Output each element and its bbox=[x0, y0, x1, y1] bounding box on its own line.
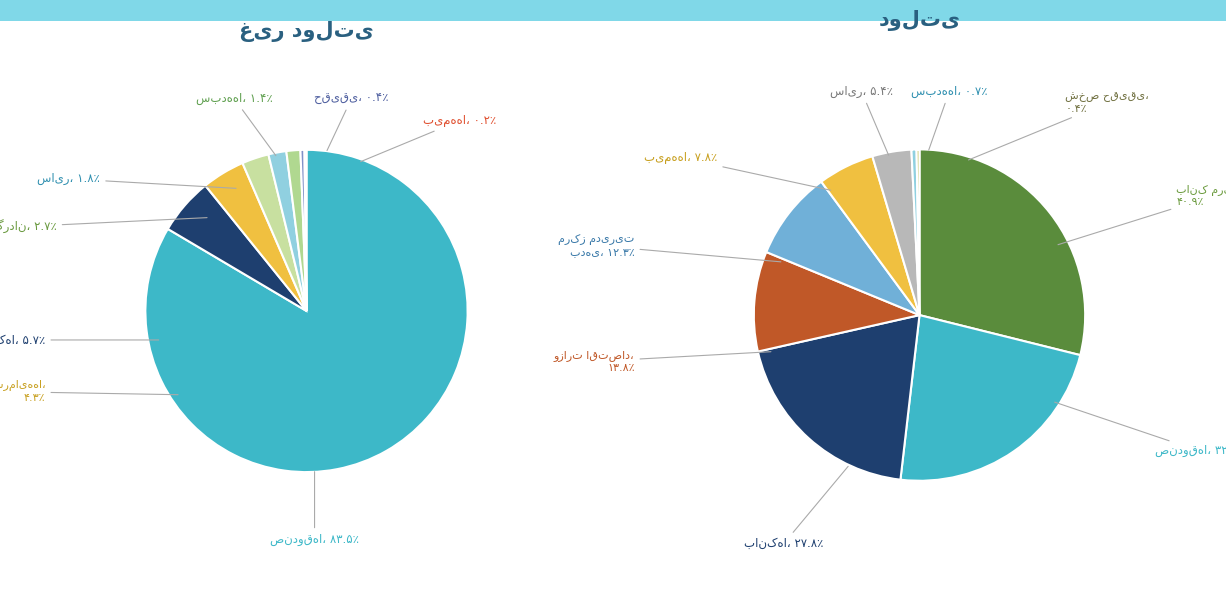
Text: صندوق‌ها، ۳۲.۵٪: صندوق‌ها، ۳۲.۵٪ bbox=[1054, 402, 1226, 457]
Wedge shape bbox=[206, 163, 306, 311]
Wedge shape bbox=[268, 151, 306, 311]
Text: شخص حقیقی،
۰.۴٪: شخص حقیقی، ۰.۴٪ bbox=[969, 92, 1149, 160]
Title: دولتی: دولتی bbox=[879, 10, 960, 30]
Text: سایر، ۱.۸٪: سایر، ۱.۸٪ bbox=[37, 172, 237, 188]
Wedge shape bbox=[300, 150, 306, 311]
Text: سبده‌ها، ۱.۴٪: سبده‌ها، ۱.۴٪ bbox=[196, 91, 276, 155]
Wedge shape bbox=[766, 182, 920, 315]
Wedge shape bbox=[146, 150, 467, 472]
Wedge shape bbox=[917, 150, 920, 315]
Wedge shape bbox=[911, 150, 920, 315]
Text: بازارگردان، ۲.۷٪: بازارگردان، ۲.۷٪ bbox=[0, 218, 207, 234]
Text: وزارت اقتصاد،
۱۳.۸٪: وزارت اقتصاد، ۱۳.۸٪ bbox=[554, 350, 771, 373]
Wedge shape bbox=[287, 150, 306, 311]
Wedge shape bbox=[873, 150, 920, 315]
Wedge shape bbox=[920, 150, 1085, 355]
Text: حقیقی، ۰.۴٪: حقیقی، ۰.۴٪ bbox=[314, 91, 389, 151]
Text: صندوق‌ها، ۸۳.۵٪: صندوق‌ها، ۸۳.۵٪ bbox=[270, 472, 359, 546]
Wedge shape bbox=[304, 150, 306, 311]
Wedge shape bbox=[243, 154, 306, 311]
Text: بانک‌ها، ۵.۷٪: بانک‌ها، ۵.۷٪ bbox=[0, 334, 158, 346]
Wedge shape bbox=[900, 315, 1080, 481]
Wedge shape bbox=[754, 252, 920, 352]
Wedge shape bbox=[758, 315, 920, 480]
Text: سبده‌ها، ۰.۷٪: سبده‌ها، ۰.۷٪ bbox=[911, 85, 988, 150]
Text: تامین سرمایه‌ها،
۴.۳٪: تامین سرمایه‌ها، ۴.۳٪ bbox=[0, 380, 178, 403]
Text: مرکز مدیریت
بدهی، ۱۲.۳٪: مرکز مدیریت بدهی، ۱۲.۳٪ bbox=[558, 234, 781, 262]
Text: بیمه‌ها، ۰.۲٪: بیمه‌ها، ۰.۲٪ bbox=[360, 114, 495, 161]
Wedge shape bbox=[168, 185, 306, 311]
Text: سایر، ۵.۴٪: سایر، ۵.۴٪ bbox=[830, 85, 893, 155]
Text: بیمه‌ها، ۷.۸٪: بیمه‌ها، ۷.۸٪ bbox=[644, 151, 831, 190]
Text: بانک‌ها، ۲۷.۸٪: بانک‌ها، ۲۷.۸٪ bbox=[744, 466, 848, 550]
Text: بانک مرکزی،
۴۰.۹٪: بانک مرکزی، ۴۰.۹٪ bbox=[1058, 185, 1226, 245]
Title: غیر دولتی: غیر دولتی bbox=[239, 22, 374, 42]
Wedge shape bbox=[821, 156, 920, 315]
